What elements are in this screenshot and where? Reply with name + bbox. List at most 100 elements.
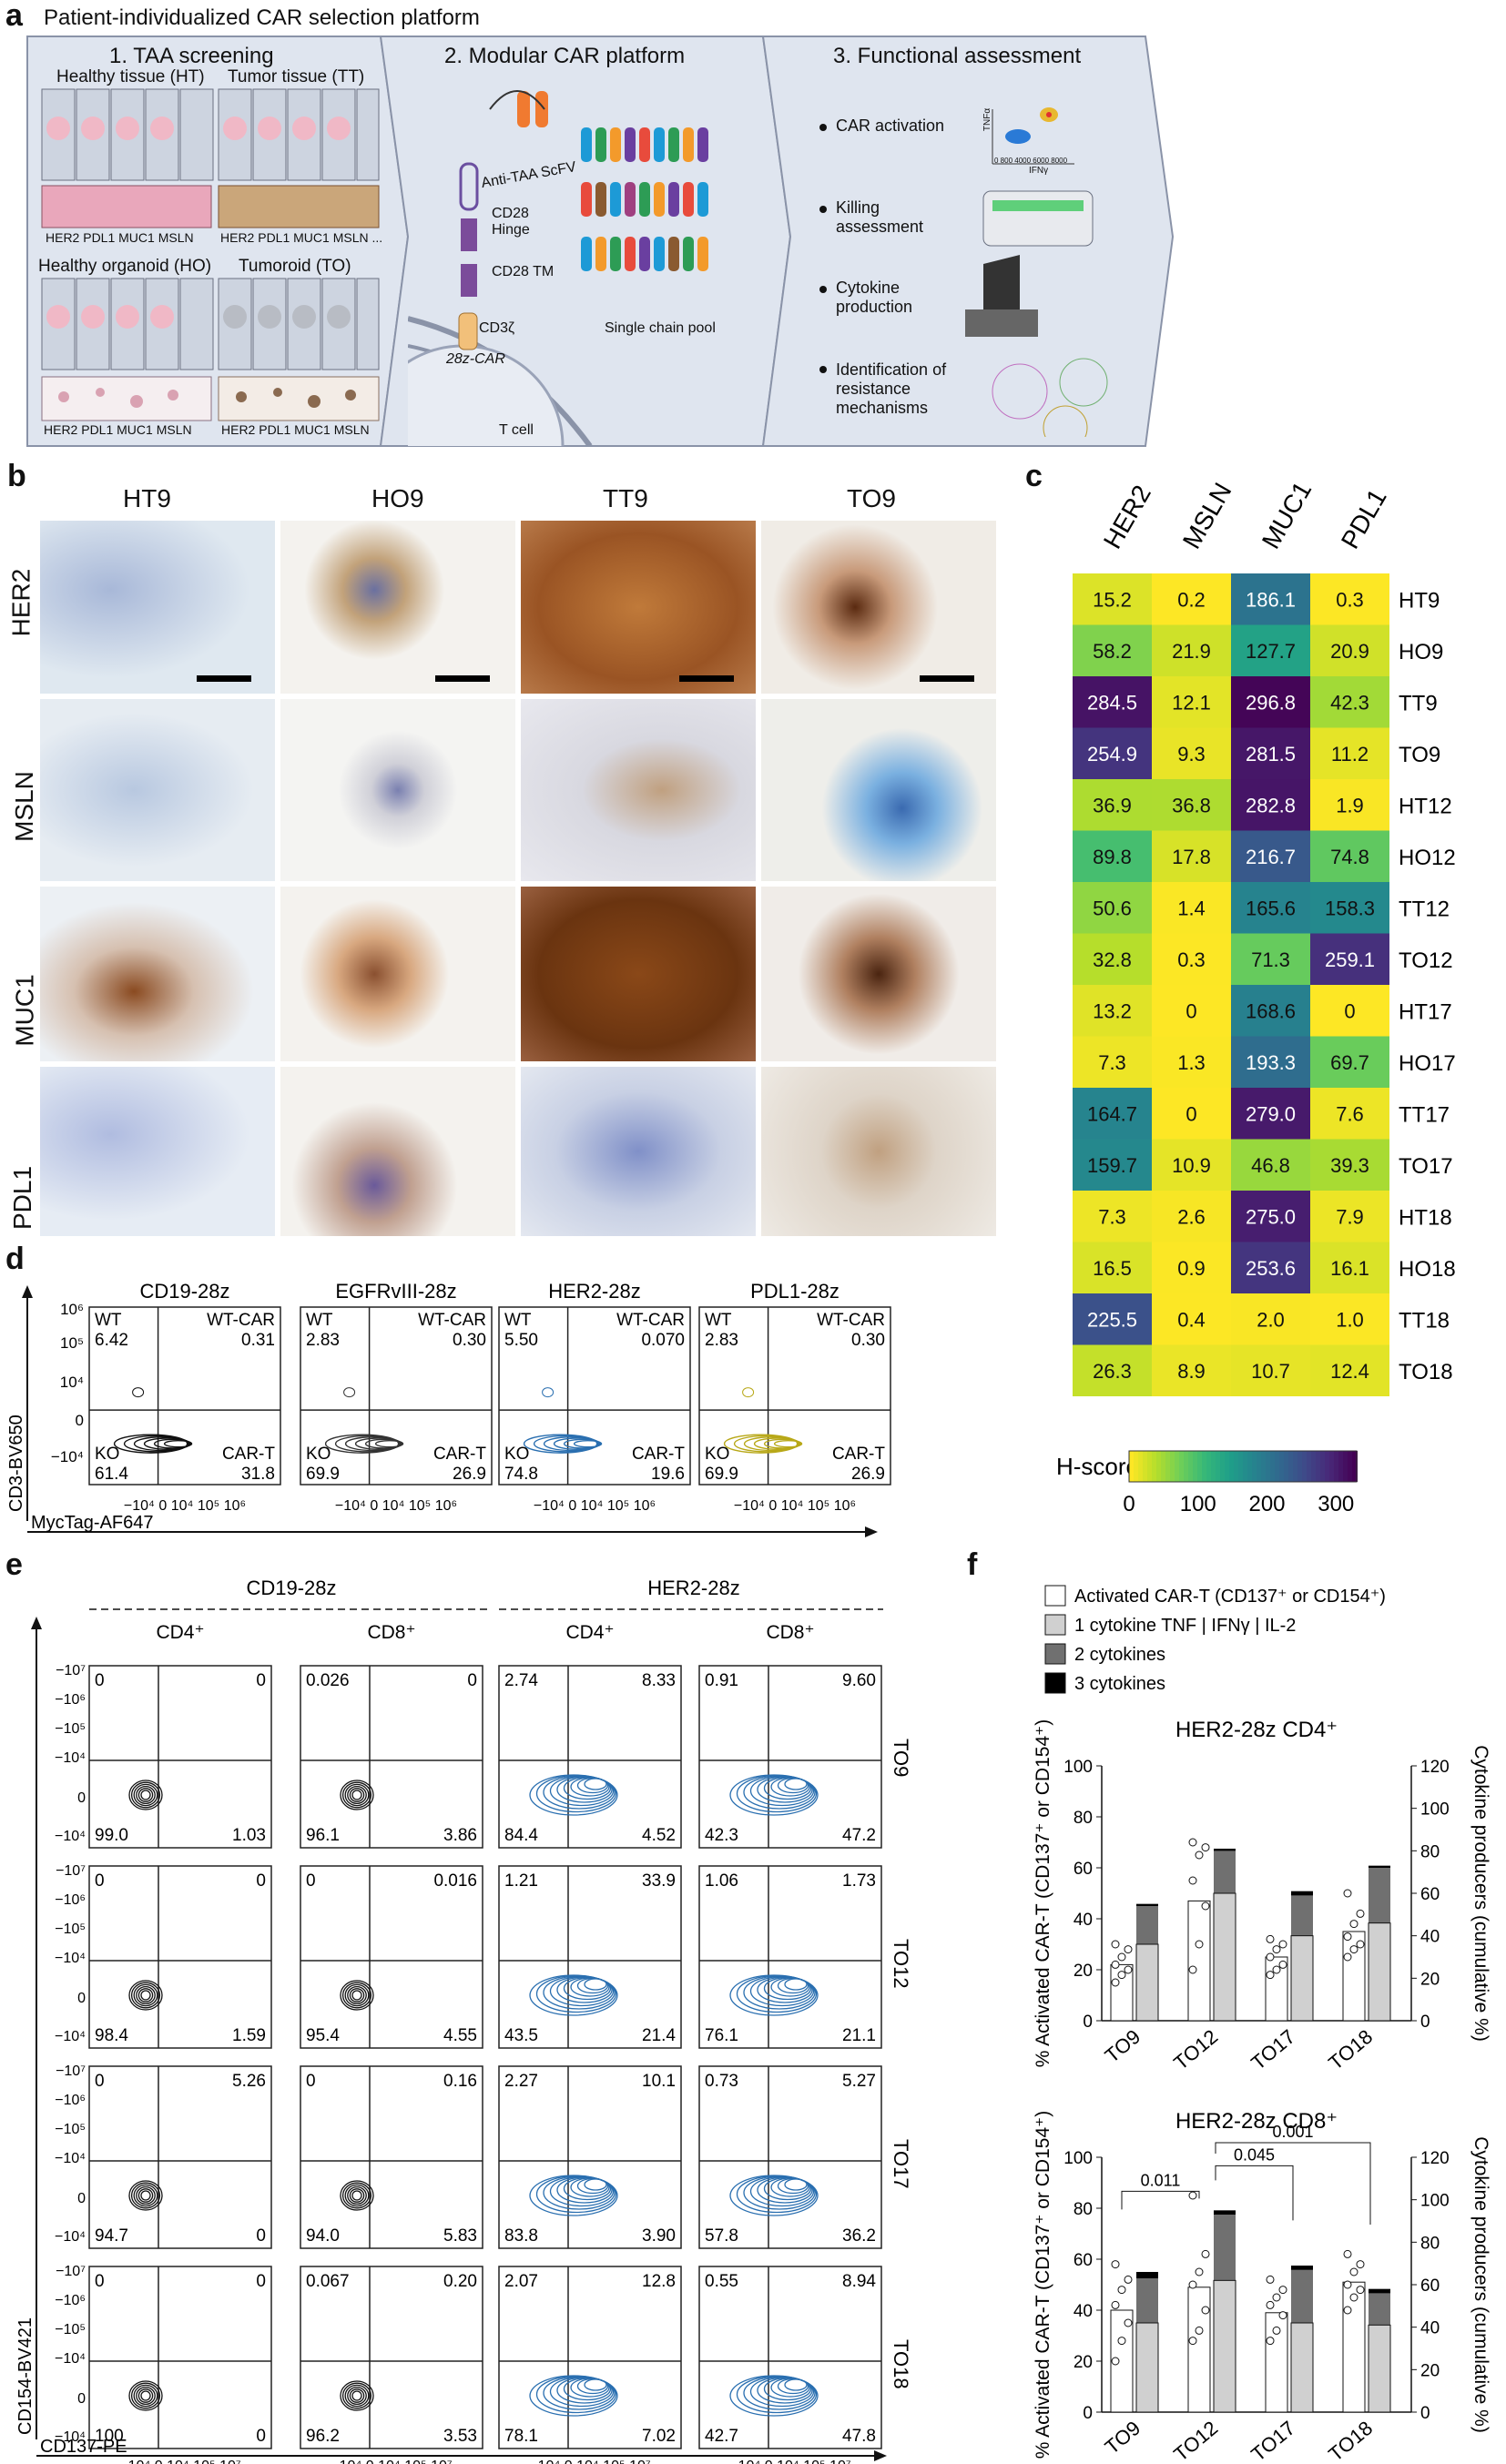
quadrant-value-ur: 0 <box>256 1871 266 1891</box>
heatmap-row-label: HO18 <box>1399 1257 1456 1282</box>
row-muc1: MUC1 <box>10 974 39 1047</box>
data-point <box>1111 1978 1120 1987</box>
heatmap-cell <box>1310 882 1389 934</box>
contour-line <box>133 2384 158 2408</box>
data-point <box>1356 1940 1365 1949</box>
scale-bar <box>679 675 734 682</box>
data-point <box>1201 2306 1210 2315</box>
quadrant-label-wtcar: WT-CAR <box>817 1311 885 1330</box>
arrowhead <box>22 1285 33 1298</box>
contour-line <box>364 1438 403 1449</box>
data-point <box>1111 2300 1120 2309</box>
panel-f-bar-charts: Activated CAR-T (CD137⁺ or CD154⁺) 1 cyto… <box>1033 1585 1491 2464</box>
heatmap-cell-value: 71.3 <box>1251 948 1290 971</box>
data-point <box>1188 2280 1197 2289</box>
heatmap-cell-value: 0 <box>1185 1102 1196 1125</box>
contour-line <box>742 1387 755 1398</box>
flow-plot-frame <box>88 2065 272 2249</box>
flow-plot-title: PDL1-28z <box>750 1280 839 1303</box>
y-tick-left: 20 <box>1074 2353 1093 2372</box>
quadrant-value-ul: 1.06 <box>705 1871 738 1891</box>
data-point <box>1195 1851 1204 1860</box>
quadrant-value-ko: 69.9 <box>306 1465 340 1484</box>
data-point <box>1278 2311 1287 2320</box>
quadrant-value-ul: 1.21 <box>504 1871 538 1891</box>
heatmap-column-label: PDL1 <box>1336 484 1392 553</box>
scale-bar <box>435 675 490 682</box>
heatmap-cell-value: 168.6 <box>1246 999 1296 1022</box>
contour-line <box>130 2182 161 2209</box>
quadrant-label-wt: WT <box>95 1311 122 1330</box>
heatmap-cell-value: 253.6 <box>1246 1257 1296 1280</box>
contour-line <box>341 2182 372 2209</box>
data-point <box>1117 2337 1126 2346</box>
contour-line <box>351 2390 362 2401</box>
data-point <box>1188 2191 1197 2200</box>
y-tick-label: −10⁵ <box>55 2122 86 2137</box>
quadrant-value-ul: 2.27 <box>504 2072 538 2091</box>
y-tick-label: 10⁶ <box>60 1301 84 1318</box>
img-muc1-ho9 <box>280 887 515 1061</box>
contour-line <box>743 1436 800 1452</box>
heatmap-cell <box>1152 624 1231 676</box>
heatmap-cell <box>1152 1088 1231 1140</box>
flow-plot-frame <box>300 1665 483 1849</box>
heatmap-row-label: TO17 <box>1399 1154 1453 1179</box>
legend-swatch <box>1044 1643 1066 1665</box>
legend-gradient-step <box>1206 1451 1212 1482</box>
flow-ticks: 0 800 4000 6000 8000 <box>994 157 1068 165</box>
contour-line <box>374 1439 404 1448</box>
contour-line <box>354 1437 402 1450</box>
data-point <box>1343 1932 1352 1942</box>
heatmap-cell <box>1073 1344 1152 1396</box>
contour-line <box>341 1982 372 2009</box>
heatmap-cell <box>1231 830 1310 882</box>
heatmap-cell-value: 0.4 <box>1177 1308 1206 1331</box>
quadrant-label-ko: KO <box>95 1445 119 1464</box>
heatmap-cell-value: 1.4 <box>1177 897 1206 919</box>
pool-label: Single chain pool <box>605 320 716 336</box>
quadrant-value-lr: 3.86 <box>443 1826 477 1845</box>
quadrant-value-ko: 74.8 <box>504 1465 538 1484</box>
legend-gradient-step <box>1284 1451 1289 1482</box>
data-point <box>1356 2286 1365 2295</box>
legend-tick: 100 <box>1180 1492 1216 1511</box>
heatmap-row-label: HT18 <box>1399 1205 1452 1230</box>
heatmap-cell <box>1073 933 1152 985</box>
quadrant-value-ll: 84.4 <box>504 1826 538 1845</box>
heatmap-cell <box>1073 1036 1152 1088</box>
legend-gradient-step <box>1179 1451 1185 1482</box>
quadrant-value-ur: 5.27 <box>842 2072 876 2091</box>
contour-line <box>136 2185 156 2205</box>
quadrant-value-ll: 98.4 <box>95 2026 128 2045</box>
data-point <box>1188 1876 1197 1885</box>
data-point <box>1278 2286 1287 2295</box>
data-point <box>1266 2300 1275 2309</box>
heatmap-cell-value: 36.8 <box>1172 794 1211 816</box>
row-label: TO17 <box>890 2139 912 2189</box>
tumor-tissue-label: Tumor tissue (TT) <box>228 67 365 86</box>
contour-line <box>133 1783 158 1807</box>
flow-plot-title: EGFRvIII-28z <box>335 1280 456 1303</box>
legend-gradient-step <box>1348 1451 1353 1482</box>
data-point <box>1343 1889 1352 1898</box>
fa-item-2: Killing assessment <box>836 198 924 236</box>
img-msln-ho9 <box>280 699 515 881</box>
heatmap-cell <box>1231 1036 1310 1088</box>
legend-gradient-step <box>1243 1451 1248 1482</box>
heatmap-cell-value: 15.2 <box>1093 588 1132 611</box>
data-point <box>1272 1945 1281 1954</box>
heatmap-cell-value: 10.9 <box>1172 1154 1211 1177</box>
quadrant-value-lr: 21.1 <box>842 2026 876 2045</box>
heatmap-cell <box>1073 882 1152 934</box>
data-point <box>1356 2260 1365 2269</box>
heatmap-cell-value: 1.0 <box>1336 1308 1364 1331</box>
y-tick-right: 20 <box>1420 1970 1440 1989</box>
bar-one-cytokine <box>1368 2324 1391 2413</box>
img-pdl1-ht9 <box>40 1067 275 1236</box>
legend-swatch <box>1044 1614 1066 1636</box>
heatmap-cell-value: 26.3 <box>1093 1360 1132 1383</box>
data-point <box>1124 2318 1133 2327</box>
contour-line <box>136 2386 156 2406</box>
contour-line <box>340 2380 374 2411</box>
